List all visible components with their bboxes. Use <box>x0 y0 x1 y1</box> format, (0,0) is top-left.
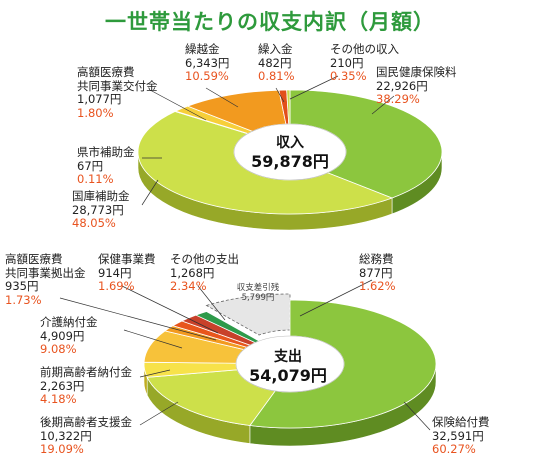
label-income-kurikoshi: 繰越金 6,343円 10.59% <box>185 42 230 83</box>
leader-line-3 <box>149 89 207 121</box>
label-expense-hoken: 保険給付費 32,591円 60.27% <box>432 415 490 456</box>
leader-line-1 <box>141 179 159 206</box>
leader-line-4 <box>205 87 239 108</box>
leader-line-12 <box>121 285 219 334</box>
income-center-title: 収入 <box>276 135 304 151</box>
label-income-kokko: 国庫補助金 28,773円 48.05% <box>72 189 130 230</box>
leader-line-7 <box>403 401 431 431</box>
label-expense-kaigo: 介護納付金 4,909円 9.08% <box>40 315 98 356</box>
label-expense-soumu: 総務費 877円 1.62% <box>359 252 396 293</box>
donut-hole-0 <box>233 123 347 181</box>
leader-line-8 <box>139 401 179 426</box>
leader-line-13 <box>197 285 226 321</box>
label-expense-hokenjigyo: 保健事業費 914円 1.69% <box>98 252 156 293</box>
balance-remainder-label: 収支差引残 5,799円 <box>236 283 280 303</box>
label-expense-kouki: 後期高齢者支援金 10,322円 19.09% <box>40 415 132 456</box>
leader-line-10 <box>123 329 183 349</box>
label-income-kokuho: 国民健康保険料 22,926円 38.29% <box>376 65 457 106</box>
leader-line-11 <box>59 297 217 341</box>
label-expense-zenki: 前期高齢者納付金 2,263円 4.18% <box>40 365 132 406</box>
leader-line-6 <box>289 75 339 100</box>
label-income-kenshi: 県市補助金 67円 0.11% <box>77 145 135 186</box>
income-center-label: 収入 59,878円 <box>242 135 338 171</box>
page-title: 一世帯当たりの収支内訳（月額） <box>105 10 435 34</box>
label-income-kogaku: 高額医療費 共同事業交付金 1,077円 1.80% <box>77 65 158 120</box>
leader-line-5 <box>275 87 285 103</box>
donut-1 <box>143 293 437 447</box>
expense-center-label: 支出 54,079円 <box>238 349 338 385</box>
leader-line-0 <box>371 95 395 115</box>
leader-line-9 <box>139 369 171 378</box>
label-expense-kogaku: 高額医療費 共同事業拠出金 935円 1.73% <box>5 252 86 307</box>
label-income-other: その他の収入 210円 0.35% <box>330 42 399 83</box>
balance-remainder-wedge <box>205 293 291 336</box>
income-center-value: 59,878円 <box>251 152 329 171</box>
label-income-kurire: 繰入金 482円 0.81% <box>258 42 295 83</box>
donut-hole-1 <box>235 335 345 393</box>
label-expense-other: その他の支出 1,268円 2.34% <box>170 252 239 293</box>
expense-center-title: 支出 <box>274 349 302 365</box>
leader-line-14 <box>299 279 373 317</box>
donut-0 <box>137 89 443 231</box>
expense-center-value: 54,079円 <box>249 366 327 385</box>
